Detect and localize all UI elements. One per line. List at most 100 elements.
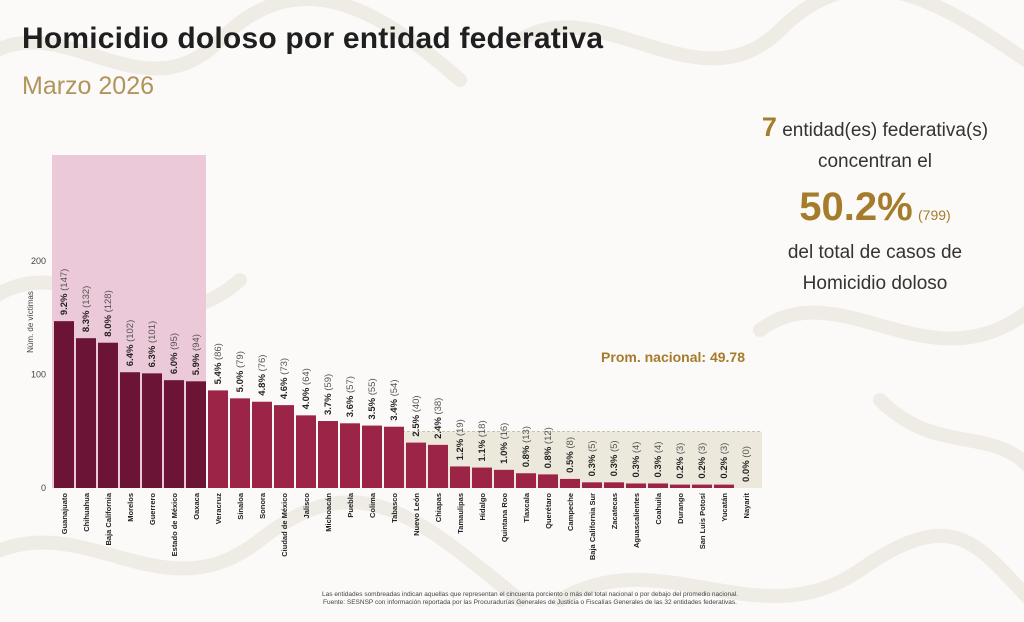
x-category-label: Coahuila — [654, 492, 663, 524]
bar — [538, 474, 558, 488]
x-category-label: Durango — [676, 493, 685, 524]
summary-panel: 7 entidad(es) federativa(s) concentran e… — [730, 112, 1020, 299]
x-category-label: Baja California Sur — [588, 493, 597, 560]
summary-count: 7 — [761, 112, 777, 142]
bar-value-label: 0.2% (3) — [697, 443, 708, 479]
bar-value-label: 2.5% (40) — [411, 395, 422, 436]
bar — [98, 342, 118, 488]
bar-value-label: 1.0% (16) — [499, 423, 510, 464]
x-category-label: Tlaxcala — [522, 492, 531, 522]
y-tick-label: 200 — [31, 256, 46, 266]
x-category-label: Nayarit — [742, 493, 751, 519]
bar — [296, 415, 316, 488]
bar — [142, 373, 162, 488]
bar-value-label: 0.2% (3) — [675, 443, 686, 479]
summary-percent: 50.2% — [799, 185, 913, 229]
bar — [340, 423, 360, 488]
bar — [692, 484, 712, 488]
bar-value-label: 0.3% (4) — [631, 442, 642, 478]
x-category-label: San Luis Potosí — [698, 492, 707, 549]
bar-value-label: 9.2% (147) — [59, 269, 70, 315]
bar-value-label: 0.0% (0) — [741, 446, 752, 482]
bar — [560, 478, 580, 488]
bar-value-label: 4.8% (76) — [257, 355, 268, 396]
bar-value-label: 8.0% (128) — [103, 290, 114, 336]
bar-value-label: 5.4% (86) — [213, 343, 224, 384]
bar — [362, 425, 382, 488]
x-category-label: Aguascalientes — [632, 493, 641, 548]
footnote: Las entidades sombreadas indican aquella… — [150, 591, 910, 607]
bar — [714, 484, 734, 488]
x-category-label: Quintana Roo — [500, 493, 509, 543]
x-category-label: Colima — [368, 492, 377, 518]
x-category-label: Zacatecas — [610, 493, 619, 529]
bar-value-label: 0.2% (3) — [719, 443, 730, 479]
summary-text-4: Homicidio doloso — [802, 273, 948, 294]
page-subtitle: Marzo 2026 — [22, 72, 155, 100]
bar-value-label: 5.0% (79) — [235, 351, 246, 392]
summary-text-2: concentran el — [817, 151, 933, 172]
x-category-label: Sonora — [258, 492, 267, 519]
summary-percent-line: 50.2% (799) — [730, 177, 1020, 237]
bar-value-label: 4.6% (73) — [279, 358, 290, 399]
bar — [428, 444, 448, 488]
bar — [76, 338, 96, 488]
bar — [582, 482, 602, 488]
summary-cases: (799) — [918, 207, 951, 223]
y-tick-label: 0 — [41, 483, 46, 493]
bar — [648, 483, 668, 488]
bar — [626, 483, 646, 488]
bar — [384, 426, 404, 488]
bar-value-label: 1.1% (18) — [477, 420, 488, 461]
x-category-label: Estado de México — [170, 493, 179, 557]
bar-value-label: 8.3% (132) — [81, 286, 92, 332]
x-category-label: Guanajuato — [60, 493, 69, 535]
bar-value-label: 0.5% (8) — [565, 437, 576, 473]
bar — [670, 484, 690, 488]
x-category-label: Oaxaca — [192, 492, 201, 520]
summary-line-1: 7 entidad(es) federativa(s) — [730, 112, 1020, 146]
bar — [230, 398, 250, 488]
x-category-label: Tabasco — [390, 493, 399, 523]
bar — [472, 467, 492, 488]
bar — [164, 380, 184, 488]
bar-value-label: 6.4% (102) — [125, 320, 136, 366]
bar — [450, 466, 470, 488]
x-category-label: Veracruz — [214, 493, 223, 525]
bar-value-label: 0.8% (13) — [521, 426, 532, 467]
x-category-label: Tamaulipas — [456, 493, 465, 534]
summary-text-3: del total de casos de — [787, 242, 963, 263]
bar-value-label: 6.3% (101) — [147, 321, 158, 367]
bar-value-label: 0.3% (4) — [653, 442, 664, 478]
x-category-label: Morelos — [126, 493, 135, 522]
bar-value-label: 1.2% (19) — [455, 419, 466, 460]
bar-value-label: 3.7% (59) — [323, 374, 334, 415]
bar — [406, 442, 426, 488]
footnote-line-2: Fuente: SESNSP con información reportada… — [323, 599, 737, 606]
bar-value-label: 3.6% (57) — [345, 376, 356, 417]
bar — [274, 405, 294, 488]
x-category-label: Sinaloa — [236, 492, 245, 520]
bar — [208, 390, 228, 488]
y-tick-label: 100 — [31, 370, 46, 380]
page-title: Homicidio doloso por entidad federativa — [22, 22, 604, 55]
x-category-label: Michoacán — [324, 493, 333, 532]
x-category-label: Chiapas — [434, 493, 443, 522]
bar — [186, 381, 206, 488]
bar — [120, 372, 140, 488]
y-axis-label: Núm. de víctimas — [26, 291, 35, 353]
summary-text-1: entidad(es) federativa(s) — [782, 120, 989, 141]
x-category-label: Chihuahua — [82, 492, 91, 532]
x-category-label: Baja California — [104, 492, 113, 545]
bar-value-label: 2.4% (38) — [433, 398, 444, 439]
bar-value-label: 0.3% (5) — [609, 440, 620, 476]
bar — [318, 421, 338, 488]
x-category-label: Jalisco — [302, 493, 311, 519]
bar-value-label: 3.5% (55) — [367, 378, 378, 419]
x-category-label: Campeche — [566, 493, 575, 531]
bar — [516, 473, 536, 488]
x-category-label: Ciudad de México — [280, 493, 289, 557]
footnote-line-1: Las entidades sombreadas indican aquella… — [322, 591, 738, 598]
